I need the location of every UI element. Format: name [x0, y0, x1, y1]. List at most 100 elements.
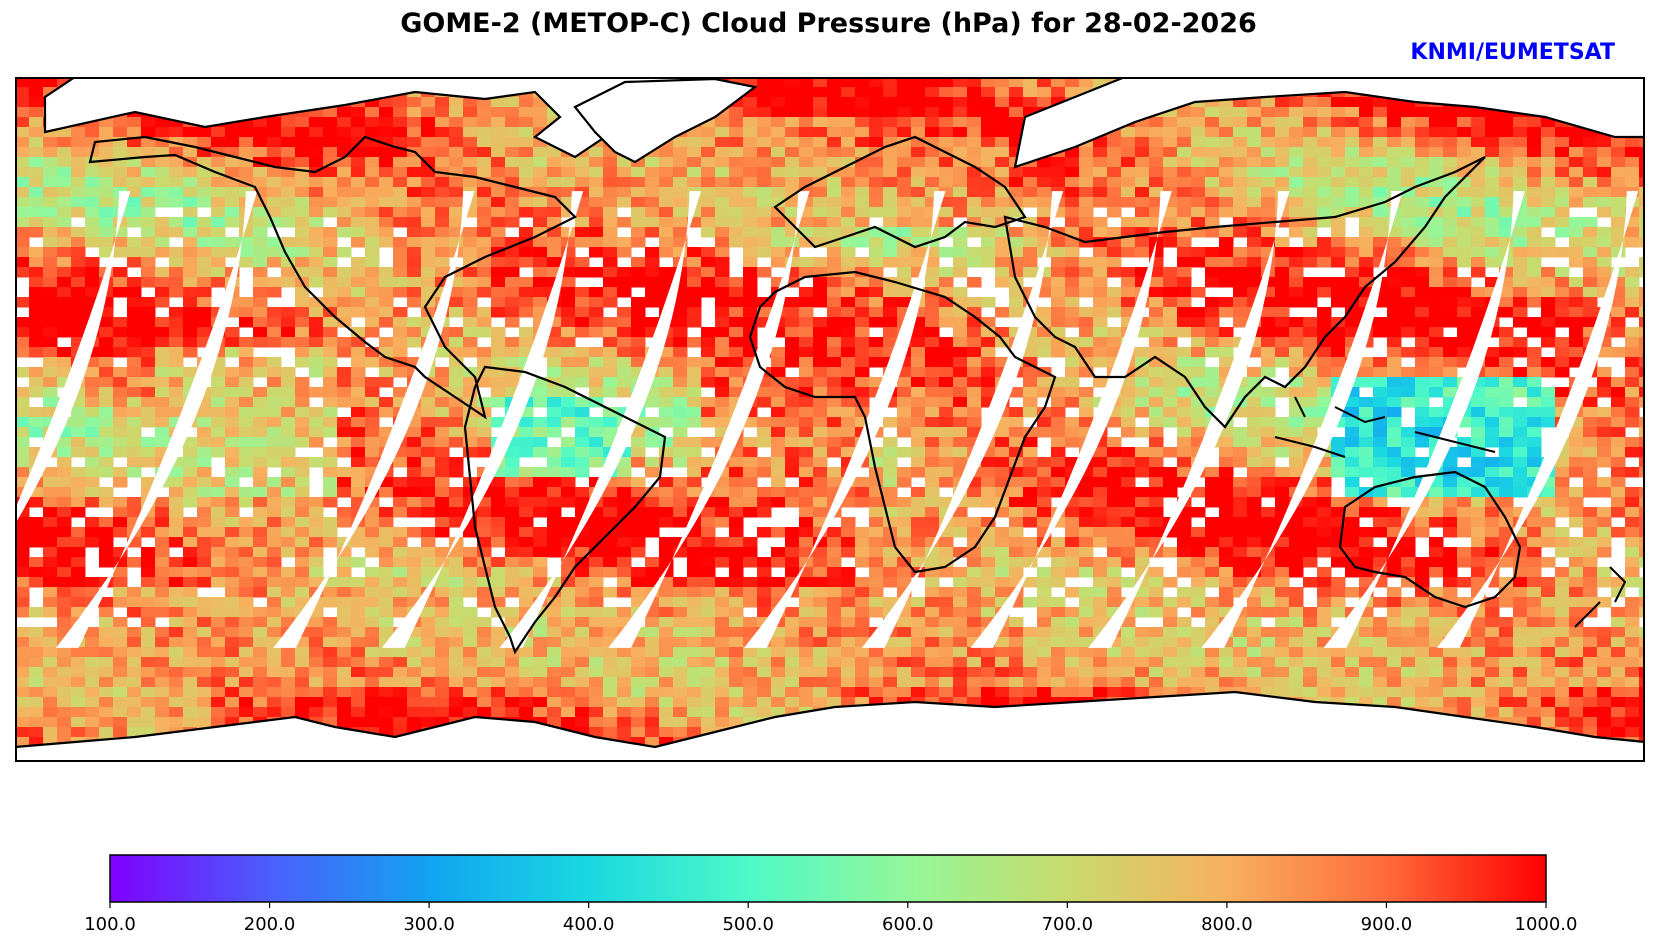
- pressure-cell: [589, 377, 604, 388]
- pressure-cell: [1471, 527, 1486, 538]
- pressure-cell: [729, 117, 744, 128]
- pressure-cell: [1177, 257, 1192, 268]
- pressure-cell: [1261, 287, 1276, 298]
- pressure-cell: [1093, 267, 1108, 278]
- pressure-cell: [29, 367, 44, 378]
- pressure-cell: [225, 207, 240, 218]
- pressure-cell: [659, 247, 674, 258]
- pressure-cell: [1303, 157, 1318, 168]
- pressure-cell: [1471, 267, 1486, 278]
- pressure-cell: [939, 97, 954, 108]
- pressure-cell: [1247, 277, 1262, 288]
- pressure-cell: [995, 237, 1010, 248]
- pressure-cell: [715, 487, 730, 498]
- pressure-cell: [561, 477, 576, 488]
- pressure-cell: [1555, 347, 1570, 358]
- pressure-cell: [911, 337, 926, 348]
- pressure-cell: [757, 227, 772, 238]
- pressure-cell: [1611, 327, 1626, 338]
- pressure-cell: [827, 427, 842, 438]
- pressure-cell: [799, 267, 814, 278]
- pressure-cell: [799, 227, 814, 238]
- pressure-cell: [1205, 157, 1220, 168]
- pressure-cell: [827, 527, 842, 538]
- pressure-cell: [1079, 517, 1094, 528]
- pressure-cell: [617, 457, 632, 468]
- pressure-cell: [239, 467, 254, 478]
- pressure-cell: [1429, 477, 1444, 488]
- pressure-cell: [547, 177, 562, 188]
- pressure-cell: [883, 127, 898, 138]
- pressure-cell: [1191, 147, 1206, 158]
- pressure-cell: [673, 197, 688, 208]
- pressure-cell: [1289, 297, 1304, 308]
- pressure-cell: [785, 497, 800, 508]
- pressure-cell: [1597, 407, 1612, 418]
- pressure-cell: [617, 347, 632, 358]
- pressure-cell: [1457, 247, 1472, 258]
- pressure-cell: [351, 427, 366, 438]
- pressure-cell: [449, 497, 464, 508]
- pressure-cell: [939, 137, 954, 148]
- pressure-cell: [267, 147, 282, 158]
- pressure-cell: [673, 147, 688, 158]
- pressure-cell: [1149, 367, 1164, 378]
- pressure-cell: [309, 327, 324, 338]
- pressure-cell: [533, 387, 548, 398]
- pressure-cell: [561, 467, 576, 478]
- pressure-cell: [519, 427, 534, 438]
- pressure-cell: [29, 117, 44, 128]
- pressure-cell: [407, 97, 422, 108]
- pressure-cell: [659, 357, 674, 368]
- pressure-cell: [855, 167, 870, 178]
- pressure-cell: [1051, 297, 1066, 308]
- pressure-cell: [1177, 297, 1192, 308]
- pressure-cell: [771, 417, 786, 428]
- pressure-cell: [757, 487, 772, 498]
- pressure-cell: [743, 507, 758, 518]
- pressure-cell: [71, 197, 86, 208]
- pressure-cell: [617, 477, 632, 488]
- pressure-cell: [1387, 177, 1402, 188]
- pressure-cell: [561, 237, 576, 248]
- pressure-cell: [883, 217, 898, 228]
- pressure-cell: [351, 347, 366, 358]
- pressure-cell: [1093, 257, 1108, 268]
- pressure-cell: [1261, 107, 1276, 118]
- pressure-cell: [981, 167, 996, 178]
- pressure-cell: [1219, 327, 1234, 338]
- pressure-cell: [1023, 347, 1038, 358]
- pressure-cell: [1527, 407, 1542, 418]
- pressure-cell: [687, 497, 702, 508]
- pressure-cell: [617, 277, 632, 288]
- pressure-cell: [309, 147, 324, 158]
- pressure-cell: [1247, 387, 1262, 398]
- pressure-cell: [561, 357, 576, 368]
- pressure-cell: [281, 487, 296, 498]
- pressure-cell: [407, 177, 422, 188]
- pressure-cell: [1415, 357, 1430, 368]
- pressure-cell: [71, 157, 86, 168]
- pressure-cell: [1065, 277, 1080, 288]
- pressure-cell: [883, 297, 898, 308]
- pressure-cell: [323, 157, 338, 168]
- pressure-cell: [855, 287, 870, 298]
- pressure-cell: [1135, 137, 1150, 148]
- pressure-cell: [617, 537, 632, 548]
- pressure-cell: [533, 397, 548, 408]
- pressure-cell: [883, 437, 898, 448]
- pressure-cell: [673, 477, 688, 488]
- pressure-cell: [1079, 187, 1094, 198]
- pressure-cell: [925, 207, 940, 218]
- pressure-cell: [1051, 447, 1066, 458]
- pressure-cell: [1401, 187, 1416, 198]
- pressure-cell: [1373, 207, 1388, 218]
- pressure-cell: [1373, 217, 1388, 228]
- pressure-cell: [631, 507, 646, 518]
- pressure-cell: [939, 177, 954, 188]
- pressure-cell: [323, 287, 338, 298]
- pressure-cell: [211, 367, 226, 378]
- pressure-cell: [995, 217, 1010, 228]
- pressure-cell: [407, 487, 422, 498]
- pressure-cell: [463, 407, 478, 418]
